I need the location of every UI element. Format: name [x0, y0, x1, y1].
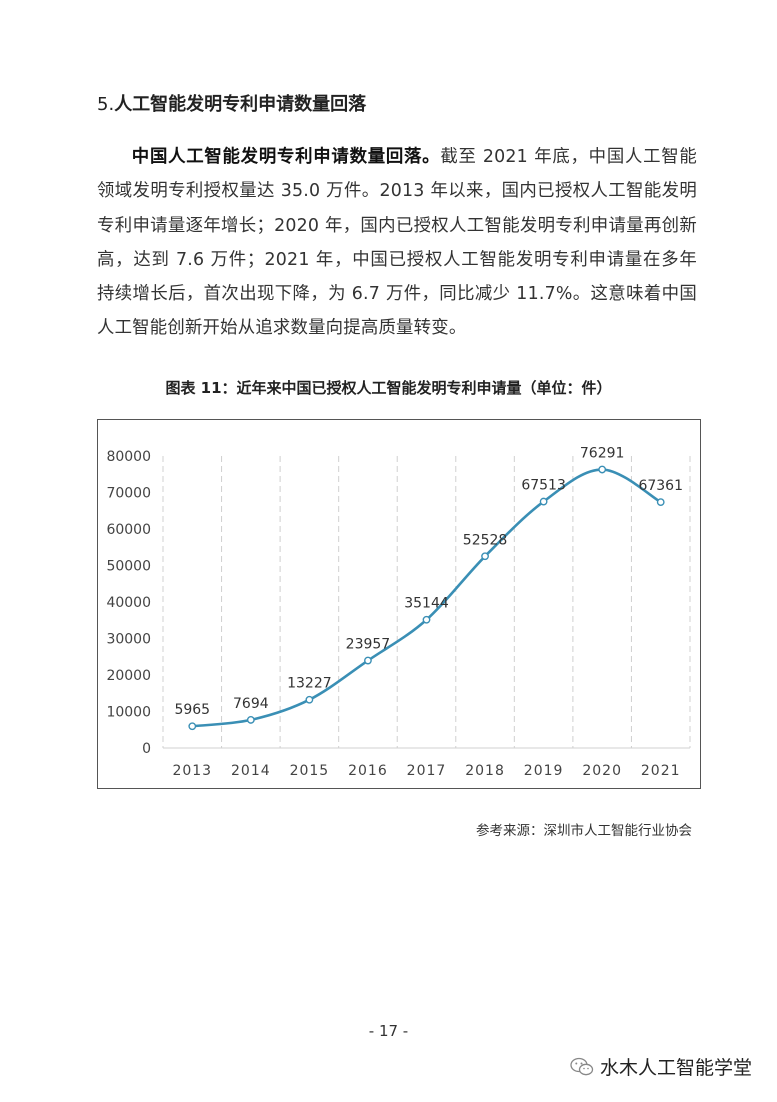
y-tick-label: 20000 — [106, 668, 151, 684]
paragraph-body: 截至 2021 年底，中国人工智能领域发明专利授权量达 35.0 万件。2013… — [97, 147, 698, 339]
data-point — [481, 552, 489, 561]
watermark-text: 水木人工智能学堂 — [599, 1057, 752, 1079]
chart-frame: 0 10000 20000 30000 40000 50000 60000 70000 8000… — [97, 419, 701, 789]
y-tick-label: 70000 — [106, 486, 151, 502]
x-tick-label: 2017 — [407, 763, 447, 779]
x-tick-label: 2016 — [348, 763, 388, 779]
data-point — [598, 465, 607, 474]
data-point — [246, 716, 255, 724]
y-tick-label: 40000 — [106, 595, 151, 611]
data-label: 7694 — [233, 696, 269, 712]
x-tick-label: 2019 — [524, 763, 564, 779]
data-label: 67361 — [638, 478, 683, 494]
data-point — [539, 497, 548, 506]
line-chart: 0 10000 20000 30000 40000 50000 60000 70000 8000… — [106, 446, 691, 779]
x-tick-label: 2015 — [290, 763, 330, 779]
page-number: - 17 - — [368, 1022, 409, 1040]
chart-caption: 图表 11：近年来中国已授权人工智能发明专利申请量（单位：件） — [165, 379, 612, 397]
y-tick-label: 50000 — [106, 559, 151, 575]
body-paragraph: 中国人工智能发明专利申请数量回落。截至 2021 年底，中国人工智能领域发明专利… — [97, 140, 697, 346]
section-number: 5. — [97, 94, 115, 115]
data-label: 76291 — [580, 446, 625, 462]
watermark: 水木人工智能学堂 — [570, 1053, 752, 1080]
data-point — [305, 695, 314, 704]
section-title: 人工智能发明专利申请数量回落 — [114, 94, 367, 115]
wechat-icon — [570, 1057, 594, 1077]
x-tick-label: 2014 — [231, 763, 271, 779]
section-heading: 5.人工智能发明专利申请数量回落 — [97, 90, 366, 116]
y-tick-label: 80000 — [106, 449, 151, 465]
data-point — [188, 722, 197, 731]
data-label: 5965 — [174, 702, 210, 718]
x-tick-label: 2021 — [641, 763, 681, 779]
data-point — [656, 498, 665, 507]
data-label: 35144 — [404, 596, 449, 612]
paragraph-lead: 中国人工智能发明专利申请数量回落。 — [131, 147, 441, 167]
y-tick-label: 60000 — [106, 522, 151, 538]
y-tick-label: 10000 — [106, 705, 151, 721]
data-point — [364, 656, 372, 665]
x-tick-label: 2018 — [465, 763, 505, 779]
x-tick-label: 2020 — [582, 763, 622, 779]
data-label: 67513 — [521, 478, 566, 494]
y-tick-label: 0 — [142, 741, 151, 757]
data-point — [422, 615, 431, 624]
data-label: 13227 — [287, 676, 332, 692]
data-label: 23957 — [346, 637, 391, 653]
data-label: 52528 — [463, 532, 508, 548]
y-tick-label: 30000 — [106, 632, 151, 648]
source-note: 参考来源：深圳市人工智能行业协会 — [476, 823, 692, 839]
series-line — [192, 468, 662, 728]
x-tick-label: 2013 — [172, 763, 212, 779]
